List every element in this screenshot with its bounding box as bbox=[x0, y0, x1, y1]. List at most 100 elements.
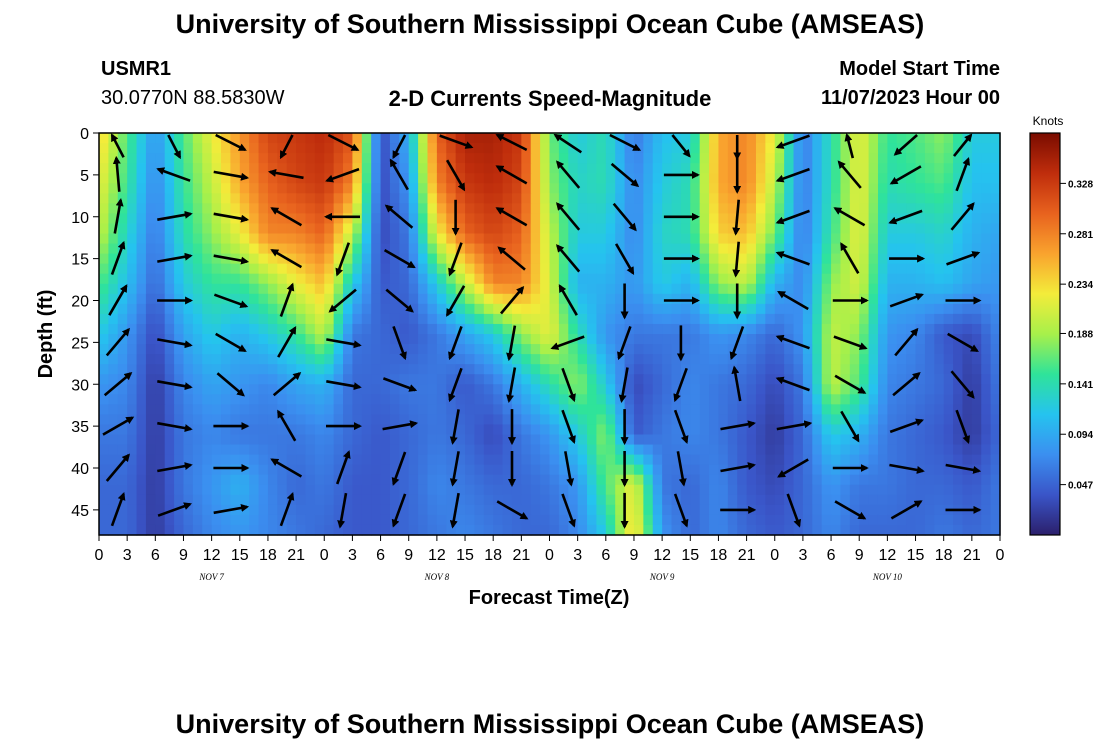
heatmap-cell bbox=[155, 475, 165, 486]
heatmap-cell bbox=[296, 404, 306, 415]
heatmap-cell bbox=[559, 324, 569, 335]
heatmap-cell bbox=[418, 274, 428, 285]
heatmap-cell bbox=[399, 244, 409, 255]
heatmap-cell bbox=[925, 455, 935, 466]
heatmap-cell bbox=[859, 354, 869, 365]
heatmap-cell bbox=[625, 203, 635, 214]
heatmap-cell bbox=[850, 445, 860, 456]
heatmap-cell bbox=[146, 143, 156, 154]
heatmap-cell bbox=[108, 183, 118, 194]
heatmap-cell bbox=[409, 364, 419, 375]
heatmap-cell bbox=[906, 223, 916, 234]
heatmap-cell bbox=[906, 475, 916, 486]
heatmap-cell bbox=[484, 445, 494, 456]
heatmap-cell bbox=[437, 515, 447, 526]
heatmap-cell bbox=[503, 314, 513, 325]
heatmap-cell bbox=[305, 163, 315, 174]
heatmap-cell bbox=[230, 264, 240, 275]
heatmap-cell bbox=[897, 525, 907, 536]
heatmap-cell bbox=[587, 193, 597, 204]
heatmap-cell bbox=[934, 314, 944, 325]
heatmap-cell bbox=[249, 485, 259, 496]
heatmap-cell bbox=[587, 203, 597, 214]
heatmap-cell bbox=[700, 183, 710, 194]
heatmap-cell bbox=[972, 284, 982, 295]
heatmap-cell bbox=[137, 525, 147, 536]
heatmap-cell bbox=[803, 143, 813, 154]
heatmap-cell bbox=[606, 364, 616, 375]
heatmap-cell bbox=[296, 424, 306, 435]
heatmap-cell bbox=[437, 404, 447, 415]
heatmap-cell bbox=[174, 485, 184, 496]
heatmap-cell bbox=[550, 234, 560, 245]
heatmap-cell bbox=[606, 455, 616, 466]
heatmap-cell bbox=[718, 294, 728, 305]
heatmap-cell bbox=[794, 244, 804, 255]
heatmap-cell bbox=[550, 143, 560, 154]
heatmap-cell bbox=[981, 394, 991, 405]
heatmap-cell bbox=[296, 163, 306, 174]
heatmap-cell bbox=[822, 254, 832, 265]
heatmap-cell bbox=[484, 344, 494, 355]
heatmap-cell bbox=[662, 344, 672, 355]
heatmap-cell bbox=[925, 153, 935, 164]
heatmap-cell bbox=[878, 374, 888, 385]
heatmap-cell bbox=[690, 424, 700, 435]
heatmap-cell bbox=[672, 475, 682, 486]
heatmap-cell bbox=[465, 465, 475, 476]
heatmap-cell bbox=[765, 394, 775, 405]
heatmap-cell bbox=[381, 515, 391, 526]
heatmap-cell bbox=[465, 203, 475, 214]
heatmap-cell bbox=[165, 485, 175, 496]
heatmap-cell bbox=[606, 475, 616, 486]
heatmap-cell bbox=[587, 143, 597, 154]
heatmap-cell bbox=[165, 203, 175, 214]
heatmap-cell bbox=[634, 264, 644, 275]
heatmap-cell bbox=[906, 525, 916, 536]
heatmap-cell bbox=[559, 475, 569, 486]
heatmap-cell bbox=[747, 334, 757, 345]
heatmap-cell bbox=[962, 234, 972, 245]
heatmap-cell bbox=[916, 505, 926, 516]
heatmap-cell bbox=[916, 183, 926, 194]
heatmap-cell bbox=[174, 193, 184, 204]
heatmap-cell bbox=[437, 475, 447, 486]
heatmap-cell bbox=[437, 284, 447, 295]
heatmap-cell bbox=[897, 394, 907, 405]
heatmap-cell bbox=[831, 455, 841, 466]
heatmap-cell bbox=[991, 334, 1001, 345]
heatmap-cell bbox=[859, 274, 869, 285]
heatmap-cell bbox=[747, 394, 757, 405]
heatmap-cell bbox=[193, 394, 203, 405]
heatmap-cell bbox=[596, 344, 606, 355]
heatmap-cell bbox=[700, 414, 710, 425]
heatmap-cell bbox=[521, 193, 531, 204]
heatmap-cell bbox=[512, 485, 522, 496]
heatmap-cell bbox=[869, 143, 879, 154]
heatmap-cell bbox=[437, 394, 447, 405]
heatmap-cell bbox=[662, 515, 672, 526]
heatmap-cell bbox=[812, 435, 822, 446]
heatmap-cell bbox=[775, 264, 785, 275]
heatmap-cell bbox=[822, 354, 832, 365]
y-tick-label: 40 bbox=[71, 461, 89, 478]
heatmap-cell bbox=[690, 515, 700, 526]
heatmap-cell bbox=[859, 445, 869, 456]
heatmap-cell bbox=[352, 445, 362, 456]
heatmap-cell bbox=[381, 153, 391, 164]
heatmap-cell bbox=[578, 183, 588, 194]
heatmap-cell bbox=[934, 244, 944, 255]
heatmap-cell bbox=[690, 414, 700, 425]
heatmap-cell bbox=[381, 223, 391, 234]
heatmap-cell bbox=[324, 314, 334, 325]
heatmap-cell bbox=[587, 234, 597, 245]
heatmap-cell bbox=[99, 304, 109, 315]
heatmap-cell bbox=[268, 485, 278, 496]
heatmap-cell bbox=[690, 354, 700, 365]
heatmap-cell bbox=[840, 264, 850, 275]
heatmap-cell bbox=[709, 515, 719, 526]
heatmap-cell bbox=[550, 485, 560, 496]
heatmap-cell bbox=[756, 294, 766, 305]
x-tick-label: 12 bbox=[653, 547, 671, 564]
heatmap-cell bbox=[634, 173, 644, 184]
